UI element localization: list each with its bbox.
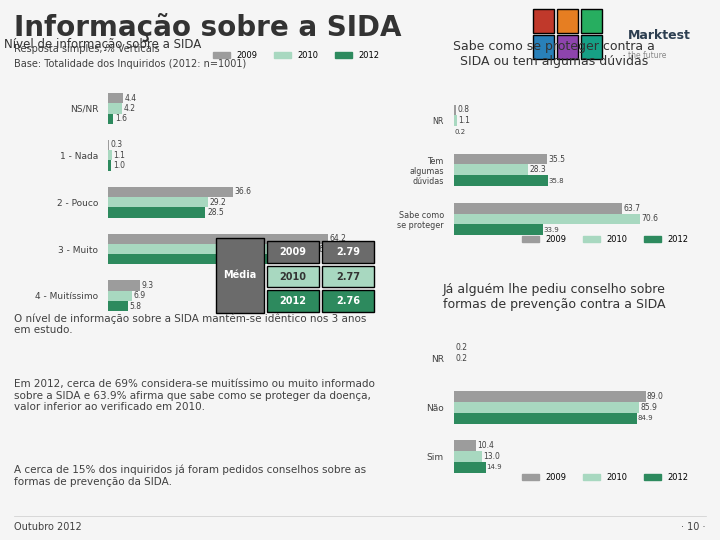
Bar [108, 207, 205, 218]
Bar [454, 176, 548, 186]
Bar [454, 165, 528, 176]
FancyBboxPatch shape [266, 241, 319, 264]
Text: 0.2: 0.2 [455, 354, 467, 363]
Text: 36.6: 36.6 [235, 187, 252, 197]
Text: 1.0: 1.0 [113, 161, 125, 170]
Bar [454, 440, 476, 451]
Text: O nível de informação sobre a SIDA mantém-se idêntico nos 3 anos
em estudo.: O nível de informação sobre a SIDA manté… [14, 313, 366, 335]
Legend: 2009, 2010, 2012: 2009, 2010, 2012 [519, 232, 692, 247]
Text: 33.9: 33.9 [544, 227, 559, 233]
Text: 0.8: 0.8 [457, 105, 469, 114]
Bar [108, 93, 123, 103]
Bar [108, 244, 317, 254]
Text: Sabe como se proteger contra a
SIDA ou tem algumas dúvidas: Sabe como se proteger contra a SIDA ou t… [454, 40, 655, 68]
Bar [454, 462, 486, 472]
Bar [108, 187, 233, 197]
Text: 28.5: 28.5 [207, 208, 224, 217]
FancyBboxPatch shape [533, 35, 554, 59]
Text: 0.2: 0.2 [455, 129, 466, 134]
Text: 61.0: 61.0 [318, 245, 336, 253]
Text: 2.76: 2.76 [336, 296, 360, 306]
FancyBboxPatch shape [533, 9, 554, 33]
Text: 4.2: 4.2 [124, 104, 136, 113]
FancyBboxPatch shape [322, 290, 374, 312]
Bar [108, 160, 112, 171]
Bar [108, 113, 114, 124]
Text: 0.3: 0.3 [111, 140, 123, 150]
Text: 63.7: 63.7 [623, 204, 640, 213]
Bar [108, 291, 132, 301]
Text: Outubro 2012: Outubro 2012 [14, 522, 82, 531]
Text: 2012: 2012 [279, 296, 306, 306]
Text: 89.0: 89.0 [647, 392, 664, 401]
Bar [454, 451, 482, 462]
Text: 2009: 2009 [279, 247, 306, 258]
Bar [108, 197, 208, 207]
Text: 1.6: 1.6 [115, 114, 127, 123]
Text: Base: Totalidade dos Inquiridos (2012: n=1001): Base: Totalidade dos Inquiridos (2012: n… [14, 59, 247, 70]
Text: Em 2012, cerca de 69% considera-se muitíssimo ou muito informado
sobre a SIDA e : Em 2012, cerca de 69% considera-se muití… [14, 379, 375, 413]
FancyBboxPatch shape [322, 266, 374, 287]
Bar [454, 413, 637, 424]
Bar [108, 301, 128, 312]
Text: 2.77: 2.77 [336, 272, 360, 281]
Text: 6.9: 6.9 [133, 292, 145, 300]
Bar [454, 202, 622, 213]
FancyBboxPatch shape [322, 241, 374, 264]
FancyBboxPatch shape [581, 35, 602, 59]
Text: 13.0: 13.0 [482, 452, 500, 461]
Bar [108, 233, 328, 244]
FancyBboxPatch shape [557, 35, 577, 59]
Text: 0.2: 0.2 [455, 343, 467, 352]
FancyBboxPatch shape [266, 290, 319, 312]
Text: 9.3: 9.3 [142, 281, 153, 290]
Bar [108, 254, 289, 265]
Text: 64.2: 64.2 [329, 234, 346, 243]
Bar [108, 150, 112, 160]
Text: 35.5: 35.5 [549, 154, 566, 164]
Text: 53.1: 53.1 [292, 255, 308, 264]
FancyBboxPatch shape [266, 266, 319, 287]
Bar [454, 105, 456, 116]
Bar [108, 280, 140, 291]
Text: Marktest: Marktest [628, 29, 690, 42]
Text: Média: Média [223, 271, 256, 280]
Text: 70.6: 70.6 [642, 214, 658, 224]
Bar [454, 402, 639, 413]
Bar [454, 224, 543, 235]
Text: 2010: 2010 [279, 272, 306, 281]
Text: the future: the future [628, 51, 666, 59]
Text: 1.1: 1.1 [114, 151, 125, 160]
Text: 10.4: 10.4 [477, 441, 494, 450]
Text: A cerca de 15% dos inquiridos já foram pedidos conselhos sobre as
formas de prev: A cerca de 15% dos inquiridos já foram p… [14, 465, 366, 487]
FancyBboxPatch shape [557, 9, 577, 33]
Bar [108, 103, 122, 113]
Text: 4.4: 4.4 [125, 93, 137, 103]
Bar [454, 392, 646, 402]
Text: 5.8: 5.8 [130, 302, 142, 310]
Text: 35.8: 35.8 [549, 178, 564, 184]
FancyBboxPatch shape [216, 238, 264, 313]
Bar [108, 140, 109, 150]
Legend: 2009, 2010, 2012: 2009, 2010, 2012 [210, 48, 383, 63]
Text: · 10 ·: · 10 · [681, 522, 706, 531]
Text: 84.9: 84.9 [638, 415, 653, 421]
Bar [454, 116, 456, 126]
Text: Já alguém lhe pediu conselho sobre
formas de prevenção contra a SIDA: Já alguém lhe pediu conselho sobre forma… [443, 283, 666, 311]
Text: 28.3: 28.3 [530, 165, 546, 174]
Text: 2.79: 2.79 [336, 247, 360, 258]
Bar [454, 213, 640, 224]
Text: Informação sobre a SIDA: Informação sobre a SIDA [14, 14, 402, 43]
Legend: 2009, 2010, 2012: 2009, 2010, 2012 [519, 469, 692, 485]
Bar [454, 154, 547, 165]
Text: Resposta simples, % Verticais: Resposta simples, % Verticais [14, 44, 160, 55]
Text: 29.2: 29.2 [210, 198, 226, 207]
Text: Nível de informação sobre a SIDA: Nível de informação sobre a SIDA [4, 38, 202, 51]
Text: 1.1: 1.1 [458, 116, 469, 125]
Text: 14.9: 14.9 [487, 464, 502, 470]
Text: 85.9: 85.9 [640, 403, 657, 412]
FancyBboxPatch shape [581, 9, 602, 33]
